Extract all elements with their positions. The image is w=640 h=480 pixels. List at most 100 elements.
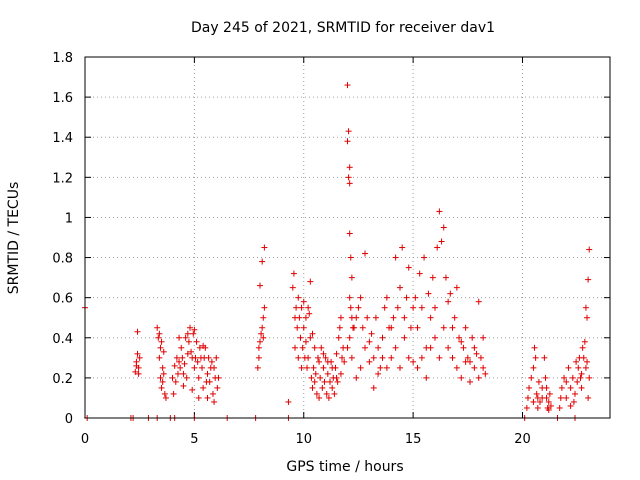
data-point <box>585 394 592 401</box>
data-point <box>423 374 430 381</box>
data-point <box>578 384 585 391</box>
data-point <box>319 384 326 391</box>
data-point <box>327 378 333 385</box>
data-point <box>260 314 267 321</box>
data-point <box>195 374 202 381</box>
data-point <box>366 338 373 345</box>
data-point <box>442 274 449 281</box>
x-tick-label: 10 <box>295 432 312 447</box>
data-point <box>357 364 364 371</box>
data-point <box>254 364 261 371</box>
data-point <box>438 238 445 245</box>
data-point <box>362 250 368 257</box>
data-point <box>366 358 373 365</box>
data-point <box>161 390 168 397</box>
data-point <box>539 394 546 401</box>
data-point <box>184 330 191 337</box>
y-tick-label: 1.2 <box>52 171 73 186</box>
data-point <box>333 350 340 357</box>
data-point <box>212 374 219 381</box>
data-point <box>390 314 397 321</box>
data-point <box>211 398 218 405</box>
data-point <box>388 354 395 361</box>
data-point <box>192 354 199 361</box>
data-point <box>563 378 570 385</box>
data-point <box>357 294 364 301</box>
data-point <box>535 378 542 385</box>
y-axis-label: SRMTID / TECUs <box>6 182 22 295</box>
data-point <box>261 304 268 311</box>
data-point <box>347 254 354 261</box>
data-point <box>190 330 197 337</box>
data-point <box>213 354 220 361</box>
data-point <box>458 374 465 381</box>
data-point <box>582 364 589 371</box>
data-point <box>203 378 210 385</box>
data-point <box>317 374 324 381</box>
data-point <box>563 394 570 401</box>
data-point <box>347 304 354 311</box>
data-point <box>255 344 262 351</box>
data-point <box>397 364 403 371</box>
y-tick-label: 1 <box>65 211 73 226</box>
data-point <box>410 304 417 311</box>
data-point <box>132 368 139 375</box>
data-point <box>401 314 408 321</box>
data-point <box>524 394 531 401</box>
data-point <box>176 334 183 341</box>
data-point <box>351 324 358 331</box>
data-point <box>531 344 538 351</box>
data-point <box>188 348 195 355</box>
data-point <box>425 290 432 297</box>
data-point <box>160 348 167 355</box>
data-point <box>532 354 539 361</box>
data-point <box>191 326 198 333</box>
data-point <box>339 354 346 361</box>
data-point <box>526 384 533 391</box>
data-point <box>309 330 316 337</box>
data-point <box>429 274 436 281</box>
data-point <box>451 314 458 321</box>
data-point <box>307 334 314 341</box>
data-point <box>178 344 185 351</box>
data-point <box>405 264 412 271</box>
y-tick-label: 0 <box>65 412 73 427</box>
data-point <box>324 358 331 365</box>
data-point <box>204 370 211 377</box>
data-point <box>567 384 574 391</box>
data-point <box>377 364 384 371</box>
data-point <box>436 208 443 215</box>
data-point <box>401 334 408 341</box>
data-point <box>295 354 302 361</box>
data-point <box>298 364 305 371</box>
data-point <box>582 304 589 311</box>
data-point <box>311 378 318 385</box>
data-point <box>558 384 565 391</box>
data-point <box>308 374 315 381</box>
data-point <box>183 374 190 381</box>
data-point <box>464 354 471 361</box>
data-point <box>309 384 316 391</box>
data-point <box>302 314 309 321</box>
y-tick-label: 0.6 <box>52 292 73 307</box>
data-point <box>586 246 593 253</box>
data-point <box>170 390 177 397</box>
data-point <box>333 374 340 381</box>
data-point <box>299 344 306 351</box>
data-point <box>362 344 368 351</box>
data-point <box>584 314 591 321</box>
data-point <box>334 378 341 385</box>
data-point <box>324 370 331 377</box>
data-point <box>392 344 399 351</box>
data-point <box>456 334 463 341</box>
data-point <box>556 404 563 411</box>
data-point <box>570 398 577 405</box>
data-point <box>185 338 192 345</box>
grid-layer <box>85 57 610 418</box>
data-point <box>432 304 438 311</box>
y-tick-label: 1.6 <box>52 91 73 106</box>
data-point <box>258 330 265 337</box>
data-point <box>480 364 487 371</box>
data-point <box>434 244 441 251</box>
data-point <box>346 180 353 187</box>
